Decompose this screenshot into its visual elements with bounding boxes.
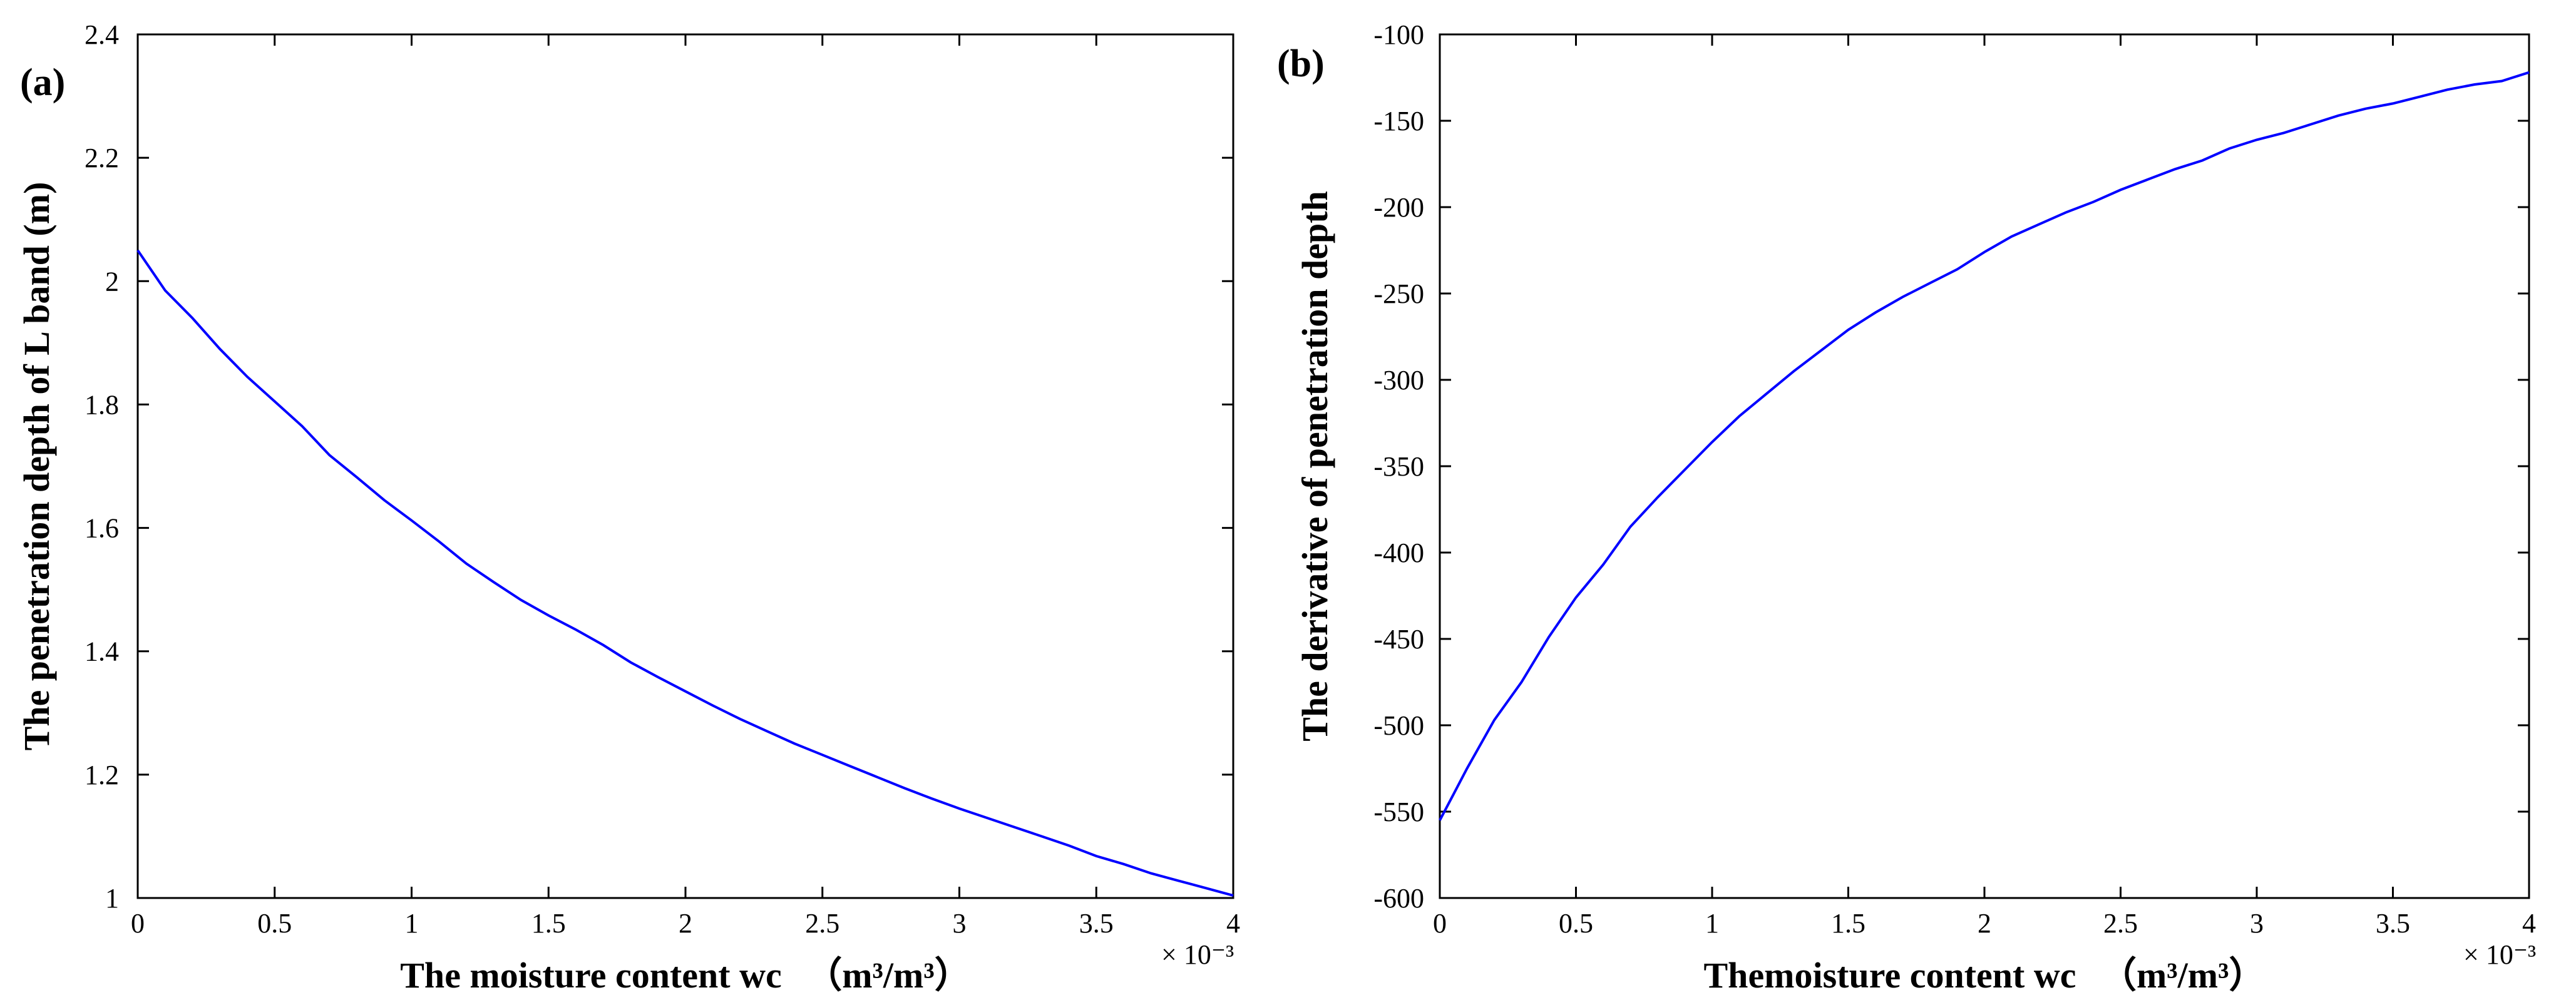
panel-b-x-multiplier: × 10⁻³ (2463, 939, 2536, 970)
panel-a-x-multiplier: × 10⁻³ (1161, 939, 1234, 970)
panel-b-x-title-unit: （m³/m³） (2100, 955, 2266, 996)
panel-a-y-tick-label: 1.8 (85, 389, 119, 420)
panel-a-ticks (136, 33, 1234, 899)
panel-a-y-tick-label: 2.2 (85, 143, 119, 173)
panel-b-y-tick-label: -600 (1373, 883, 1424, 914)
panel-a-x-tick-label: 0 (131, 908, 145, 939)
panel-b-x-axis-title: Themoisture content wc （m³/m³） (1704, 955, 2266, 996)
panel-a-x-tick-label: 1.5 (531, 908, 566, 939)
panel-b-x-tick-label: 3.5 (2376, 908, 2410, 939)
panel-a-series-line (136, 249, 1234, 897)
panel-b-x-tick-label: 0.5 (1559, 908, 1593, 939)
panel-a-x-tick-label: 1 (405, 908, 419, 939)
panel-b-y-tick-label: -200 (1373, 192, 1424, 223)
panel-b-x-title-main: Themoisture content wc (1704, 955, 2076, 996)
panel-b-y-tick-label: -400 (1373, 538, 1424, 568)
panel-b-series-line (1439, 71, 2530, 821)
panel-a-plot-frame (136, 33, 1234, 899)
panel-a-x-tick-label: 3 (953, 908, 967, 939)
panel-b-label: (b) (1277, 43, 1325, 85)
panel-b: 0 0.5 1 1.5 2 2.5 3 3.5 4 -600 -550 -500 -450 -400 -3… (1277, 19, 2536, 996)
panel-b-plot-frame (1439, 33, 2530, 899)
panel-b-x-tick-label: 1 (1705, 908, 1719, 939)
panel-b-y-tick-labels: -600 -550 -500 -450 -400 -350 -300 -250 -200 -150… (1373, 19, 1424, 914)
panel-b-y-tick-label: -500 (1373, 710, 1424, 741)
panel-b-x-tick-label: 2.5 (2103, 908, 2138, 939)
panel-a-x-tick-label: 0.5 (257, 908, 292, 939)
panel-a-x-title-main: The moisture content wc (400, 955, 781, 996)
panel-a: 0 0.5 1 1.5 2 2.5 3 3.5 4 1 1.2 1.4 1.6 1.8 2 2.2 2.4 (… (16, 19, 1240, 996)
panel-a-x-tick-label: 4 (1226, 908, 1240, 939)
panel-b-y-tick-label: -300 (1373, 365, 1424, 395)
panel-a-x-axis-title: The moisture content wc （m³/m³） (400, 955, 970, 996)
panel-b-ticks (1439, 33, 2530, 899)
panel-a-x-tick-labels: 0 0.5 1 1.5 2 2.5 3 3.5 4 (131, 908, 1240, 939)
panel-a-x-tick-label: 2.5 (805, 908, 839, 939)
panel-a-x-title-unit: （m³/m³） (806, 955, 971, 996)
panel-a-y-axis-title: The penetration depth of L band (m) (16, 182, 57, 751)
panel-a-y-tick-label: 1.6 (85, 513, 119, 544)
panel-b-y-tick-label: -350 (1373, 451, 1424, 482)
panel-b-x-tick-label: 0 (1433, 908, 1447, 939)
panel-b-y-tick-label: -150 (1373, 106, 1424, 136)
panel-b-x-tick-label: 3 (2250, 908, 2264, 939)
panel-b-y-tick-label: -100 (1373, 19, 1424, 50)
panel-a-x-tick-label: 3.5 (1079, 908, 1114, 939)
panel-b-y-tick-label: -450 (1373, 624, 1424, 655)
panel-b-y-axis-title: The derivative of penetration depth (1295, 191, 1335, 742)
panel-b-x-tick-label: 1.5 (1831, 908, 1865, 939)
panel-a-y-tick-label: 2.4 (85, 19, 119, 50)
panel-b-x-tick-labels: 0 0.5 1 1.5 2 2.5 3 3.5 4 (1433, 908, 2536, 939)
panel-b-x-tick-label: 2 (1978, 908, 1991, 939)
panel-b-y-tick-label: -250 (1373, 278, 1424, 309)
panel-a-y-tick-label: 2 (105, 266, 119, 297)
panel-b-x-tick-label: 4 (2522, 908, 2536, 939)
panel-a-y-tick-label: 1 (105, 883, 119, 914)
panel-a-label: (a) (20, 61, 65, 104)
panel-a-y-tick-label: 1.4 (85, 636, 119, 667)
panel-a-x-tick-label: 2 (679, 908, 692, 939)
panel-b-y-tick-label: -550 (1373, 797, 1424, 827)
panel-a-y-tick-label: 1.2 (85, 760, 119, 790)
panel-a-y-tick-labels: 1 1.2 1.4 1.6 1.8 2 2.2 2.4 (85, 19, 119, 914)
